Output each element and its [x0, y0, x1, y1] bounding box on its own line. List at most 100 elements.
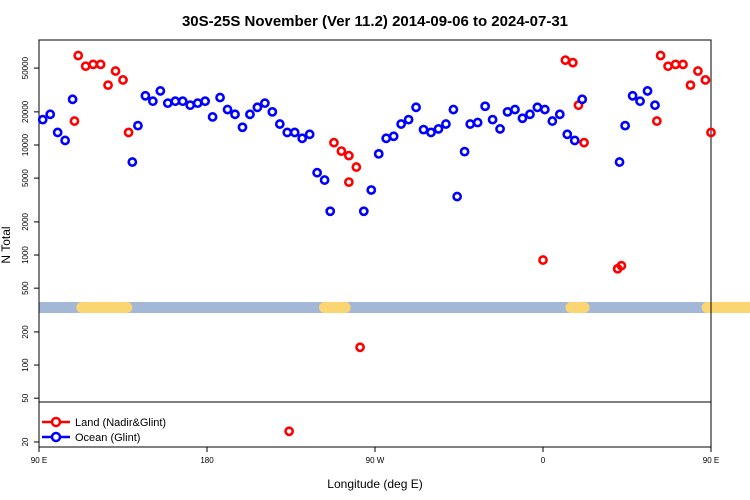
y-tick-label-0: 20 [21, 437, 30, 446]
y-tick-label-7: 5000 [21, 169, 30, 187]
point-ocean-5 [127, 157, 138, 167]
point-ocean-8 [147, 96, 158, 107]
point-land-3 [88, 59, 99, 70]
point-land-26 [670, 59, 681, 70]
point-ocean-69 [650, 100, 660, 111]
point-ocean-58 [539, 104, 550, 115]
point-ocean-6 [133, 120, 143, 131]
point-ocean-22 [252, 102, 263, 113]
point-land-25 [663, 61, 673, 72]
legend-land-marker [50, 416, 62, 428]
point-ocean-53 [502, 106, 513, 117]
plot-frame [38, 39, 712, 448]
point-ocean-29 [304, 129, 315, 140]
point-ocean-1 [45, 109, 56, 120]
point-land-17 [560, 55, 571, 66]
point-ocean-31 [319, 175, 330, 185]
band-land-3 [701, 302, 750, 313]
point-land-24 [655, 50, 666, 61]
point-land-8 [123, 127, 134, 138]
point-ocean-54 [510, 104, 520, 115]
point-land-27 [678, 59, 688, 70]
x-tick-label-1: 180 [200, 456, 214, 465]
y-tick-label-5: 1000 [21, 246, 30, 264]
y-tick-label-10: 50000 [21, 56, 30, 79]
y-tick-label-6: 2000 [21, 212, 30, 230]
point-ocean-61 [562, 129, 573, 140]
point-land-2 [80, 61, 91, 72]
y-axis-label: N Total [0, 226, 13, 263]
point-land-14 [355, 342, 365, 353]
point-ocean-27 [289, 127, 300, 138]
point-ocean-44 [441, 119, 451, 129]
point-ocean-19 [230, 109, 240, 120]
legend-entry-land: Land (Nadir&Glint) [42, 416, 166, 429]
point-land-1 [73, 50, 84, 61]
point-land-22 [616, 260, 627, 271]
x-axis: 90 E 180 90 W 0 90 E [31, 447, 719, 465]
chart-title: 30S-25S November (Ver 11.2) 2014-09-06 t… [182, 13, 568, 30]
point-ocean-46 [452, 191, 463, 202]
point-ocean-12 [177, 96, 188, 107]
point-ocean-37 [388, 131, 399, 142]
point-ocean-9 [155, 86, 166, 96]
point-ocean-38 [396, 119, 407, 129]
point-ocean-45 [448, 104, 459, 115]
point-ocean-17 [215, 92, 225, 103]
point-land-10 [329, 137, 339, 148]
x-tick-label-3: 0 [541, 456, 546, 465]
point-land-7 [118, 75, 128, 85]
point-ocean-28 [297, 133, 308, 144]
land-ocean-band [39, 302, 750, 313]
point-ocean-49 [472, 117, 483, 128]
point-land-13 [351, 162, 362, 172]
point-land-5 [103, 80, 113, 91]
point-ocean-35 [373, 148, 384, 159]
point-ocean-2 [52, 127, 63, 138]
band-land-0 [76, 302, 133, 313]
point-land-4 [95, 59, 106, 70]
legend-ocean-label: Ocean (Glint) [75, 432, 140, 444]
point-land-6 [110, 66, 121, 76]
point-ocean-51 [487, 114, 498, 125]
point-ocean-64 [614, 157, 625, 167]
point-ocean-62 [569, 135, 580, 146]
point-ocean-48 [465, 119, 476, 129]
point-ocean-3 [60, 135, 71, 146]
legend: Land (Nadir&Glint) Ocean (Glint) [42, 416, 166, 444]
point-ocean-0 [37, 114, 48, 125]
point-land-9 [284, 426, 295, 437]
point-ocean-34 [366, 185, 377, 195]
point-ocean-39 [403, 114, 414, 125]
point-land-12 [343, 150, 354, 161]
series-land [69, 50, 716, 437]
point-ocean-20 [237, 122, 248, 133]
x-tick-label-4: 90 E [703, 456, 719, 465]
point-ocean-55 [517, 113, 528, 124]
point-land-31 [706, 127, 716, 138]
x-axis-label: Longitude (deg E) [327, 477, 422, 491]
legend-entry-ocean: Ocean (Glint) [42, 431, 140, 444]
point-ocean-65 [620, 120, 631, 131]
point-ocean-60 [554, 109, 565, 120]
point-ocean-67 [635, 96, 645, 107]
point-land-23 [651, 116, 662, 126]
y-tick-label-1: 50 [21, 393, 30, 402]
point-ocean-21 [245, 109, 255, 120]
legend-ocean-marker [50, 431, 62, 443]
point-ocean-59 [547, 116, 558, 126]
point-ocean-7 [140, 90, 151, 101]
point-ocean-15 [200, 96, 211, 107]
point-ocean-42 [426, 127, 436, 138]
band-ocean [39, 302, 711, 313]
point-ocean-25 [274, 119, 285, 129]
point-land-16 [538, 255, 548, 265]
point-ocean-4 [67, 94, 78, 105]
band-land-2 [565, 302, 590, 313]
point-ocean-41 [418, 124, 429, 135]
point-ocean-57 [532, 102, 543, 113]
y-tick-label-3: 200 [21, 325, 30, 339]
point-ocean-52 [495, 124, 505, 134]
point-ocean-30 [312, 167, 323, 178]
point-ocean-26 [282, 127, 293, 138]
